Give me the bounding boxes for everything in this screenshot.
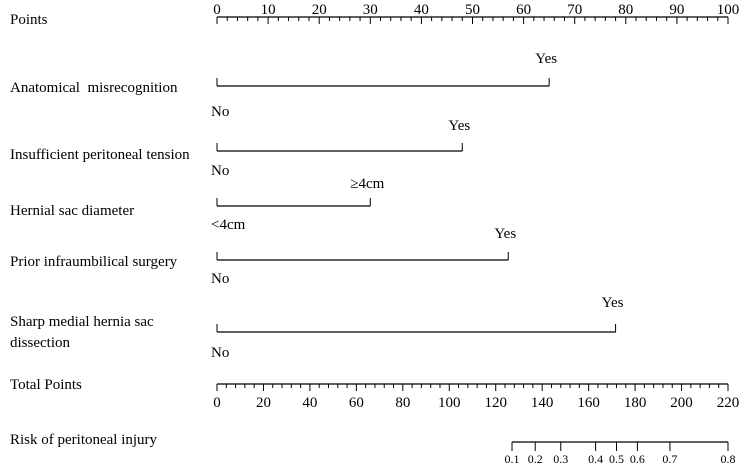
level-label-low: No <box>211 271 229 287</box>
variable-label: Prior infraumbilical surgery <box>10 254 178 270</box>
points-tick-label: 10 <box>261 2 276 18</box>
variable-label-line2: dissection <box>10 335 70 351</box>
level-label-low: <4cm <box>211 217 246 233</box>
points-tick-label: 100 <box>717 2 740 18</box>
total-tick-label: 20 <box>256 395 271 411</box>
level-label-low: No <box>211 345 229 361</box>
risk-tick-label: 0.4 <box>588 452 603 466</box>
points-tick-label: 20 <box>312 2 327 18</box>
risk-tick-label: 0.8 <box>721 452 736 466</box>
level-label-low: No <box>211 163 229 179</box>
total-tick-label: 40 <box>302 395 317 411</box>
variable-label: Anatomical misrecognition <box>10 80 178 96</box>
total-tick-label: 0 <box>213 395 221 411</box>
total-tick-label: 100 <box>438 395 461 411</box>
points-tick-label: 30 <box>363 2 378 18</box>
risk-tick-label: 0.2 <box>528 452 543 466</box>
total-tick-label: 80 <box>395 395 410 411</box>
risk-tick-label: 0.7 <box>662 452 677 466</box>
risk-tick-label: 0.6 <box>630 452 645 466</box>
variable-label: Hernial sac diameter <box>10 203 134 219</box>
level-label-high: Yes <box>448 118 470 134</box>
risk-tick-label: 0.1 <box>504 452 519 466</box>
total-tick-label: 140 <box>531 395 554 411</box>
risk-tick-label: 0.3 <box>553 452 568 466</box>
level-label-high: Yes <box>602 295 624 311</box>
level-label-high: Yes <box>494 226 516 242</box>
points-axis-label: Points <box>10 12 48 28</box>
level-label-high: Yes <box>535 51 557 67</box>
points-tick-label: 0 <box>213 2 221 18</box>
risk-tick-label: 0.5 <box>609 452 624 466</box>
level-label-low: No <box>211 104 229 120</box>
total-tick-label: 200 <box>670 395 693 411</box>
points-tick-label: 40 <box>414 2 429 18</box>
level-label-high: ≥4cm <box>350 176 384 192</box>
total-tick-label: 60 <box>349 395 364 411</box>
points-tick-label: 60 <box>516 2 531 18</box>
total-tick-label: 180 <box>624 395 647 411</box>
points-tick-label: 80 <box>618 2 633 18</box>
points-tick-label: 90 <box>669 2 684 18</box>
total-tick-label: 120 <box>484 395 507 411</box>
points-tick-label: 50 <box>465 2 480 18</box>
total-points-axis-label: Total Points <box>10 377 82 393</box>
total-tick-label: 220 <box>717 395 740 411</box>
points-tick-label: 70 <box>567 2 582 18</box>
variable-label: Insufficient peritoneal tension <box>10 147 190 163</box>
total-tick-label: 160 <box>577 395 600 411</box>
risk-axis-label: Risk of peritoneal injury <box>10 432 158 448</box>
variable-label: Sharp medial hernia sac <box>10 314 154 330</box>
